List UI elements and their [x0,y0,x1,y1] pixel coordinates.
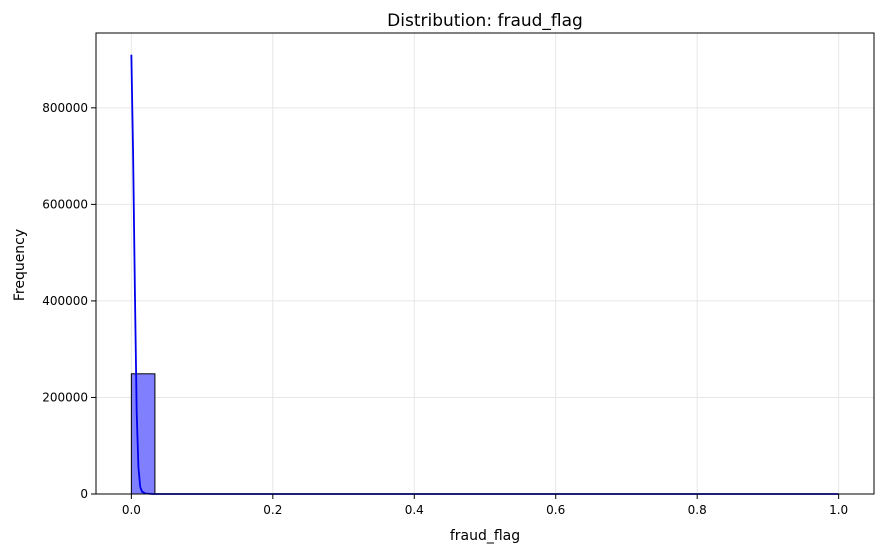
y-tick-label-2: 400000 [42,294,88,308]
kde-line [130,54,839,495]
histogram-bar-0 [130,373,156,495]
grid [96,33,874,495]
x-tick-label-2: 0.4 [405,503,424,517]
x-axis-ticks: 0.0 0.2 0.4 0.6 0.8 1.0 [122,494,848,517]
kde-line-group [130,54,839,495]
x-tick-label-4: 0.8 [688,503,707,517]
y-axis-label: Frequency [12,229,28,301]
x-tick-label-0: 0.0 [122,503,141,517]
plot-frame [95,32,875,495]
y-tick-label-3: 600000 [42,197,88,211]
x-tick-label-3: 0.6 [546,503,565,517]
x-tick-label-5: 1.0 [829,503,848,517]
x-axis-label: fraud_flag [450,528,520,544]
y-tick-label-1: 200000 [42,390,88,404]
y-tick-label-4: 800000 [42,101,88,115]
x-tick-label-1: 0.2 [263,503,282,517]
y-axis-ticks: 0 200000 400000 600000 800000 [42,101,96,501]
bars [130,373,156,495]
y-tick-label-0: 0 [80,487,88,501]
chart-title: Distribution: fraud_flag [387,11,583,31]
